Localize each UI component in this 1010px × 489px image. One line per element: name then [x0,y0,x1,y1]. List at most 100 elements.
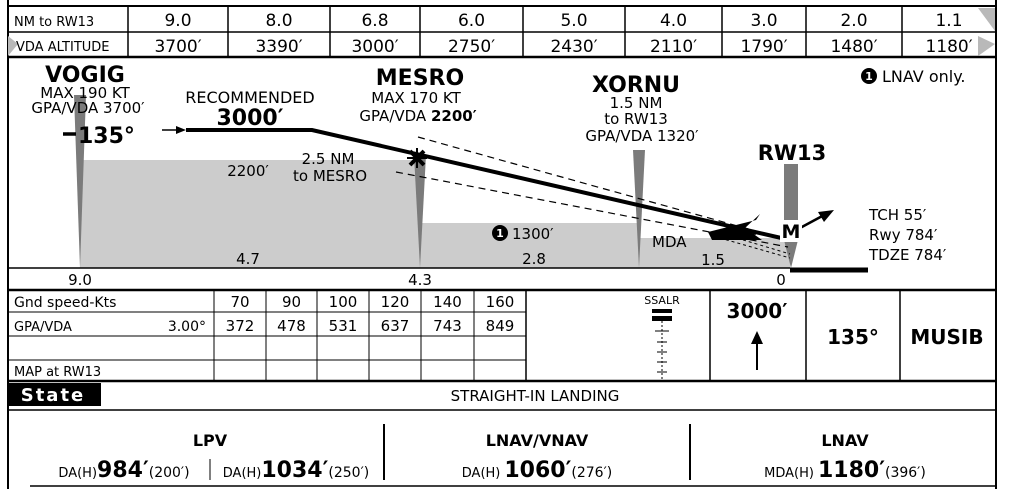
map-label: MAP at RW13 [14,365,101,380]
vda-altitude-value: 3390′ [255,37,302,57]
segment-note-distance: 2.5 NM [302,150,355,168]
mesro-waypoint-icon [407,148,427,168]
table-corner-shade [978,8,995,31]
lnav-title: LNAV [821,431,869,450]
vda-altitude-value: 1790′ [740,37,787,57]
table-corner-shade [978,36,995,56]
approach-lights-label: SSALR [644,294,680,307]
vda-altitude-value: 2430′ [550,37,597,57]
vda-row-label: VDA ALTITUDE [16,40,110,55]
nm-value: 6.8 [361,11,388,31]
recommended-altitude: 3000′ [216,106,283,131]
nm-value: 2.0 [840,11,867,31]
nm-value: 9.0 [164,11,191,31]
nm-value: 1.1 [935,11,962,31]
vda-altitude-value: 3700′ [154,37,201,57]
minimum-altitude-shading [80,160,790,268]
nm-value: 3.0 [750,11,777,31]
landing-minimums: State STRAIGHT-IN LANDING LPV LNAV/VNAV … [8,383,996,487]
lnav-note: LNAV only. [882,67,965,86]
segment-distance: 1.5 [701,251,725,269]
note-badge-icon [861,68,877,84]
segment-distance: 2.8 [522,250,546,268]
segment-distance: 4.7 [236,250,260,268]
fix-marker-xornu [633,150,645,268]
tdze-label: TDZE 784′ [868,246,947,264]
ground-speed-value: 120 [381,293,410,311]
nm-value: 5.0 [560,11,587,31]
tch-label: TCH 55′ [868,206,927,224]
xornu-label: XORNU [592,73,680,98]
note-badge-number: 1 [865,70,873,83]
lpv-title: LPV [193,431,228,450]
nm-value: 4.0 [660,11,687,31]
map-symbol-box [780,220,802,242]
descent-rate-value: 743 [433,317,462,335]
axis-distance: 0 [776,271,786,289]
holding-fix: MUSIB [910,325,983,349]
gpa-angle: 3.00° [168,319,206,335]
mda-label: MDA [652,233,687,251]
vda-altitude-value: 1180′ [925,37,972,57]
landing-title: STRAIGHT-IN LANDING [451,387,620,405]
lnav-vnav-title: LNAV/VNAV [486,431,589,450]
lnav-vnav-minimum: DA(H) 1060′(276′) [462,458,612,483]
mesro-label: MESRO [376,66,464,91]
missed-heading: 135° [827,325,879,349]
descent-rate-value: 849 [486,317,515,335]
vda-altitude-value: 2750′ [448,37,495,57]
nm-row-label: NM to RW13 [14,15,94,30]
xornu-altitude: GPA/VDA 1320′ [585,127,699,145]
vogig-speed: MAX 190 KT [40,84,130,102]
glidepath-line [186,128,791,242]
state-tab [9,383,101,406]
note-badge-icon [492,225,508,241]
minimum-altitude-label: 2200′ [227,162,269,180]
nm-value: 8.0 [265,11,292,31]
missed-approach-panel: SSALR 3000′ 135° MUSIB [644,294,984,380]
descent-rate-value: 637 [381,317,410,335]
ground-speed-table: Gnd speed-Kts GPA/VDA 3.00° MAP at RW13 … [8,290,996,383]
vogig-label: VOGIG [45,63,125,88]
vertical-path-dashed-lower [395,171,789,248]
ground-speed-value: 90 [282,293,301,311]
segment-note-fix: to MESRO [293,167,367,185]
mesro-altitude: GPA/VDA 2200′ [359,107,476,125]
runway-elevation: Rwy 784′ [869,226,938,244]
ground-speed-value: 100 [329,293,358,311]
profile-view: VOGIG MAX 190 KT GPA/VDA 3700′ 135° RECO… [8,63,996,292]
axis-distance: 9.0 [68,271,92,289]
vertical-path-dashed-upper [417,136,789,241]
descent-rate-value: 531 [329,317,358,335]
vda-altitude-value: 1480′ [830,37,877,57]
xornu-reference: to RW13 [604,110,668,128]
runway-threshold-marker [784,164,798,222]
ground-speed-value: 70 [230,293,249,311]
course-label: 135° [78,124,135,149]
descent-rate-value: 478 [277,317,306,335]
vda-altitude-value: 2110′ [650,37,697,57]
table-corner-shade [8,36,18,56]
step-altitude-label: 1300′ [512,225,554,243]
descent-rate-value: 372 [226,317,255,335]
missed-approach-arrow [818,210,834,222]
mesro-speed: MAX 170 KT [371,89,461,107]
map-symbol: M [782,221,801,243]
axis-distance: 4.3 [408,271,432,289]
lnav-minimum: MDA(H) 1180′(396′) [764,458,926,483]
fix-marker-vogig [74,95,86,268]
fix-marker-mesro [414,155,426,268]
climb-arrow-icon [751,331,763,344]
vogig-altitude: GPA/VDA 3700′ [31,99,145,117]
gpa-label: GPA/VDA [14,320,72,335]
ground-speed-value: 160 [486,293,515,311]
nm-value: 6.0 [458,11,485,31]
approach-lights-icon [652,309,672,380]
lpv-minimum-250: DA(H)1034′(250′) [223,458,369,483]
runway-label: RW13 [758,141,827,165]
ground-speed-label: Gnd speed-Kts [14,295,116,311]
ground-speed-value: 140 [433,293,462,311]
recommended-label: RECOMMENDED [185,88,314,107]
vda-altitude-value: 3000′ [351,37,398,57]
